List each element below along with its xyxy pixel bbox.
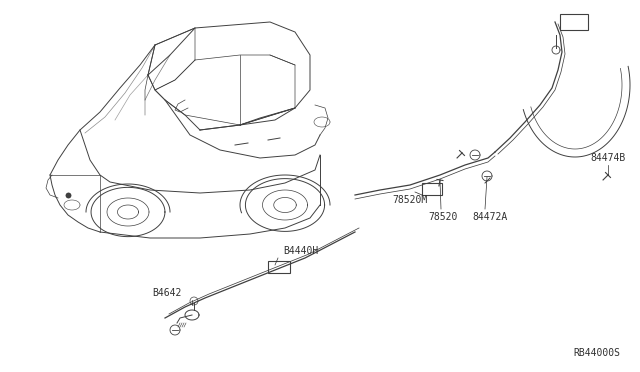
Text: 84474B: 84474B [590, 153, 625, 163]
Bar [268, 261, 290, 273]
Text: B4440H: B4440H [283, 246, 318, 256]
Text: RB44000S: RB44000S [573, 348, 620, 358]
Text: B4642: B4642 [152, 288, 181, 298]
Text: 78520M: 78520M [392, 195, 428, 205]
Text: 84472A: 84472A [472, 212, 508, 222]
Bar [422, 183, 442, 195]
Bar [560, 14, 588, 30]
Text: 78520: 78520 [428, 212, 458, 222]
